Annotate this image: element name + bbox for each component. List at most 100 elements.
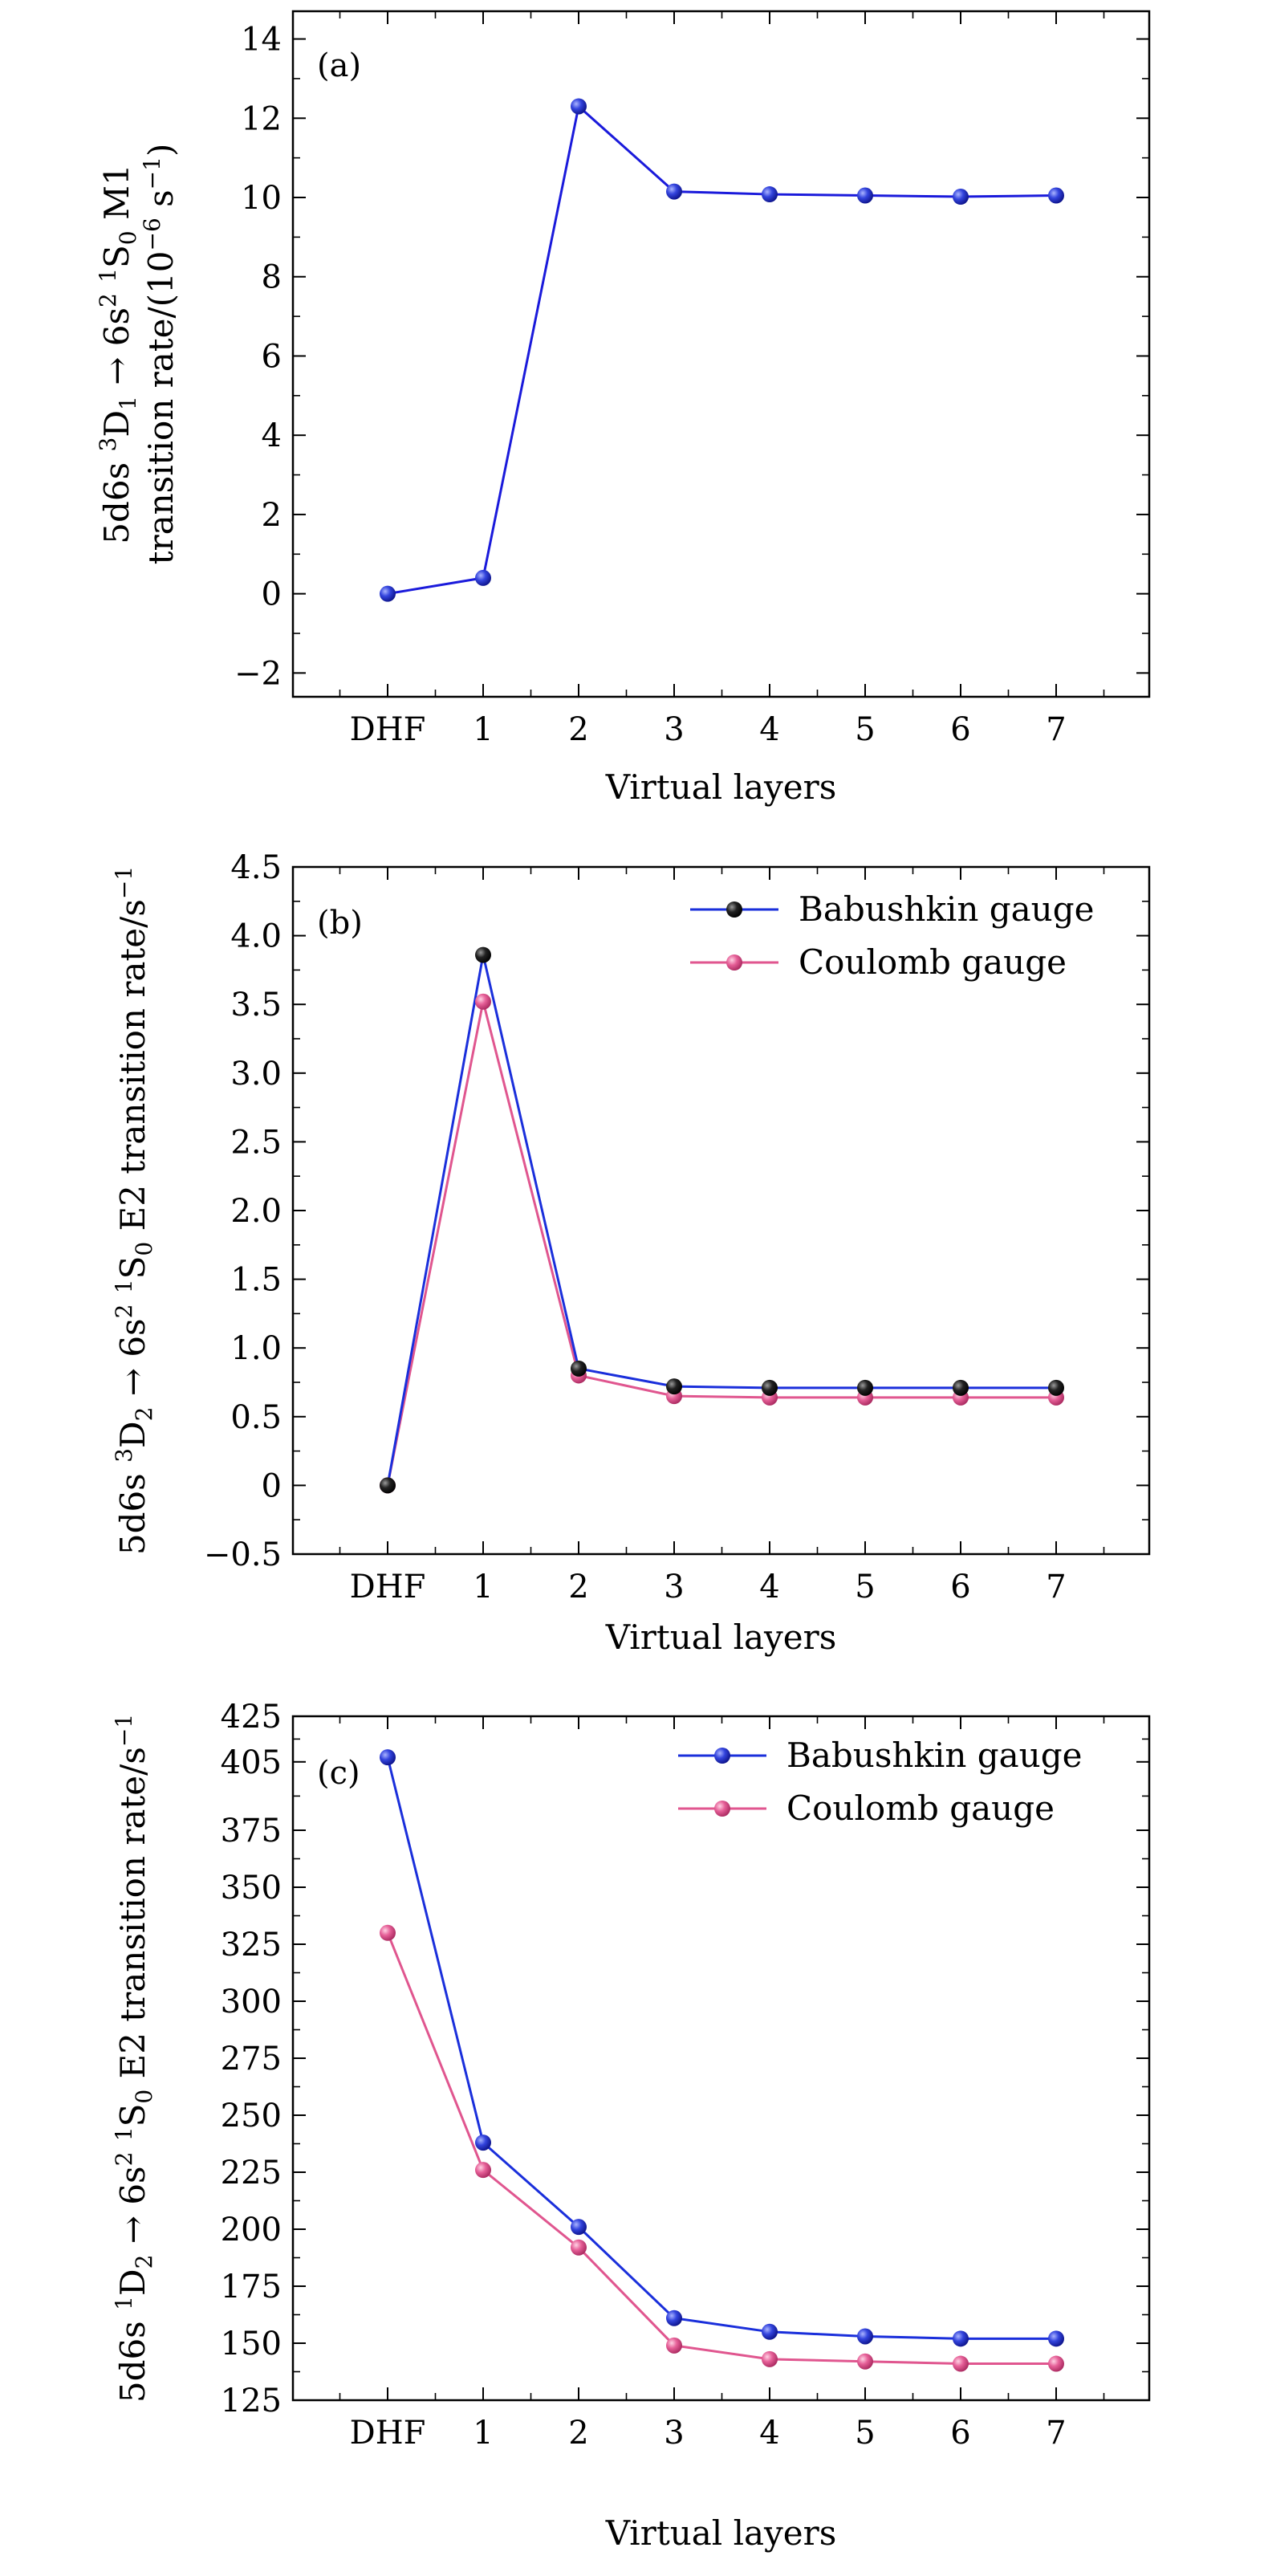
x-tick-label: 3 (664, 2415, 684, 2452)
y-tick-label: 275 (221, 2041, 282, 2077)
y-tick-label: 175 (221, 2269, 282, 2305)
y-tick-label: 2.0 (230, 1193, 282, 1230)
y-tick-label: 425 (221, 1699, 282, 1736)
y-tick-label: 300 (221, 1984, 282, 2021)
y-tick-label: 14 (241, 22, 282, 59)
series-1-point (571, 2219, 587, 2236)
y-tick-label: 4 (262, 417, 282, 454)
series-2-point (857, 2353, 873, 2370)
y-tick-label: 1.5 (230, 1262, 282, 1299)
legend-label: Babushkin gauge (786, 1736, 1082, 1775)
x-tick-label: 1 (473, 2415, 493, 2452)
y-tick-label: 12 (241, 100, 282, 137)
y-tick-label: 3.0 (230, 1056, 282, 1093)
x-tick-label: 3 (664, 1569, 684, 1605)
plot-frame (291, 10, 1151, 698)
x-tick-label: 7 (1046, 711, 1066, 748)
legend: Babushkin gauge Coulomb gauge (690, 889, 1094, 982)
y-axis-title: 5d6s 3D1 → 6s2 1S0 M1 (95, 164, 141, 543)
series-1-point (380, 1749, 396, 1766)
y-tick-label: 8 (262, 259, 282, 296)
y-tick-label: 150 (221, 2326, 282, 2362)
y-tick-label: 4.0 (230, 918, 282, 955)
y-tick-label: 125 (221, 2383, 282, 2419)
y-axis-title-line2: transition rate/(10−6 s−1) (139, 144, 181, 565)
x-tick-label: 5 (855, 2415, 875, 2452)
x-tick-label: 4 (759, 1569, 779, 1605)
series-1-point (475, 946, 491, 963)
y-tick-label: 225 (221, 2155, 282, 2191)
y-tick-label: 200 (221, 2212, 282, 2248)
x-tick-label: 4 (759, 2415, 779, 2452)
series-1-point (1048, 187, 1064, 204)
legend-label: Babushkin gauge (799, 889, 1094, 929)
legend-marker (714, 1748, 730, 1764)
series-1-point (1048, 2330, 1064, 2347)
y-tick-label: 1.0 (230, 1330, 282, 1367)
series-1-point (475, 2134, 491, 2151)
y-tick-label: 2 (262, 497, 282, 534)
series-1-point (666, 2309, 682, 2326)
series-2-point (380, 1924, 396, 1941)
y-tick-label: 250 (221, 2098, 282, 2134)
panel-label: (b) (317, 905, 363, 942)
series-1-point (380, 585, 396, 602)
x-axis-title: Virtual layers (605, 2513, 837, 2553)
y-tick-label: 0 (262, 576, 282, 613)
y-tick-label: 10 (241, 180, 282, 217)
x-tick-label: 1 (473, 711, 493, 748)
series-1-point (857, 2328, 873, 2345)
panel-label: (c) (317, 1755, 360, 1792)
y-tick-label: 2.5 (230, 1124, 282, 1161)
x-tick-label: 7 (1046, 2415, 1066, 2452)
series-1-point (666, 183, 682, 200)
series-2-point (571, 2239, 587, 2256)
x-tick-label: DHF (350, 711, 426, 748)
series-line-2 (386, 1932, 1056, 2366)
series-2-point (953, 2355, 969, 2372)
chart-panel-2: −0.5 0 0.5 1.0 1.5 2.0 2.5 3.0 3.5 4.0 4.5 DHF 1 2 3 4 5… (111, 849, 1151, 1657)
series-1-point (762, 1379, 778, 1396)
x-tick-label: 3 (664, 711, 684, 748)
series-line-2 (386, 1001, 1056, 1486)
series-1-point (571, 1360, 587, 1377)
x-tick-label: 2 (568, 1569, 588, 1605)
series-line-1 (387, 104, 1057, 596)
y-tick-label: −2 (234, 655, 282, 692)
y-axis-title: 5d6s 1D2 → 6s2 1S0 E2 transition rate/s−… (111, 1714, 157, 2403)
y-tick-label: 0.5 (230, 1399, 282, 1436)
y-tick-label: −0.5 (204, 1536, 282, 1573)
x-axis-title: Virtual layers (605, 767, 837, 807)
chart-panel-3: 125150175200225250275300325350375405425D… (111, 1699, 1151, 2553)
legend-marker (726, 901, 742, 918)
x-tick-label: 2 (568, 711, 588, 748)
series-1-point (857, 187, 873, 204)
series-2-point (1048, 2355, 1064, 2372)
series-2-point (475, 2162, 491, 2179)
panel-label: (a) (317, 47, 361, 84)
series-1-point (475, 569, 491, 586)
y-tick-label: 4.5 (230, 849, 282, 886)
x-tick-label: 6 (950, 711, 970, 748)
series-1-point (666, 1378, 682, 1395)
series-2-point (475, 993, 491, 1010)
series-line-1 (386, 1756, 1056, 2340)
y-tick-label: 3.5 (230, 987, 282, 1023)
y-axis-title: 5d6s 3D2 → 6s2 1S0 E2 transition rate/s−… (111, 866, 157, 1555)
series-1-point (380, 1477, 396, 1494)
series-1-point (953, 2330, 969, 2347)
series-1-point (1048, 1379, 1064, 1396)
series-1-point (953, 189, 969, 206)
x-axis-title: Virtual layers (605, 1618, 837, 1657)
y-tick-label: 405 (221, 1744, 282, 1781)
series-1-point (857, 1379, 873, 1396)
y-tick-label: 350 (221, 1870, 282, 1907)
legend-label: Coulomb gauge (786, 1789, 1055, 1828)
legend: Babushkin gauge Coulomb gauge (678, 1736, 1082, 1828)
series-1-point (762, 2323, 778, 2340)
x-tick-label: DHF (350, 2415, 426, 2452)
x-tick-label: 5 (855, 1569, 875, 1605)
x-tick-label: 4 (759, 711, 779, 748)
legend-label: Coulomb gauge (799, 942, 1067, 982)
